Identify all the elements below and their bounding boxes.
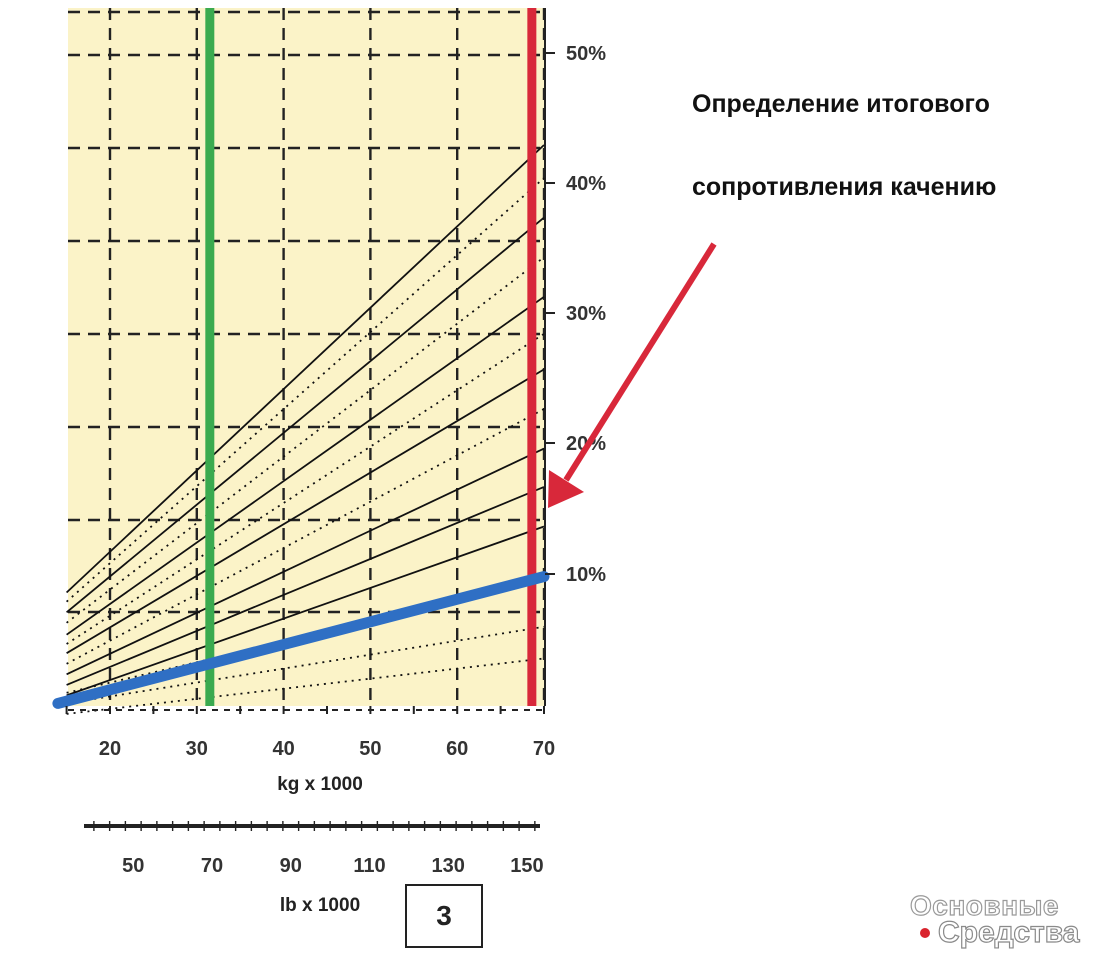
watermark-logo: Основные Средства [908,889,1108,950]
kg-tick-label: 40 [272,738,294,760]
grid [68,8,546,706]
annotation-line-2: сопротивления качению [692,173,997,201]
lb-tick-label: 130 [432,855,465,877]
percent-label: 40% [566,173,606,195]
kg-tick-label: 30 [186,738,208,760]
lb-axis-title: lb x 1000 [280,895,360,916]
series-line-solid [66,447,545,676]
highlight-line [52,571,550,709]
arrow-head [548,470,584,508]
annotation-arrow [548,242,717,508]
plot-area [68,8,545,706]
annotation-line-1: Определение итогового [692,90,990,118]
series-line-solid [66,368,545,654]
percent-label: 30% [566,303,606,325]
watermark-dot [920,928,930,938]
series-line-solid [65,144,545,594]
lb-tick-label: 50 [122,855,144,877]
lb-tick-label: 110 [353,855,385,877]
kg-tick-label: 60 [446,738,468,760]
kg-tick-label: 70 [533,738,555,760]
lb-tick-label: 150 [510,855,543,877]
series-line-solid [66,525,545,697]
series-line-solid [66,296,545,636]
highlight-series-line [52,571,550,709]
percent-label: 10% [566,564,606,586]
lb-tick-label: 90 [280,855,302,877]
arrow-shaft [563,242,717,482]
kg-tick-label: 50 [359,738,381,760]
vertical-markers [205,8,537,706]
plot-background [68,8,545,706]
series-line-dotted [66,177,545,603]
series-line-solid [66,216,545,613]
kg-axis-title: kg x 1000 [277,774,363,795]
lb-tick-label: 70 [201,855,223,877]
series-line-dotted [66,657,545,715]
kg-tick-label: 20 [99,738,121,760]
figure-number: 3 [405,884,483,948]
axes: 20 30 40 50 60 70 kg x 1000 50 70 90 110 130 150 lb x… [65,43,606,916]
percent-label: 50% [566,43,606,65]
watermark-line-2: Средства [937,915,1080,949]
watermark-line-1: Основные [909,889,1059,921]
series-line-solid [66,486,545,686]
